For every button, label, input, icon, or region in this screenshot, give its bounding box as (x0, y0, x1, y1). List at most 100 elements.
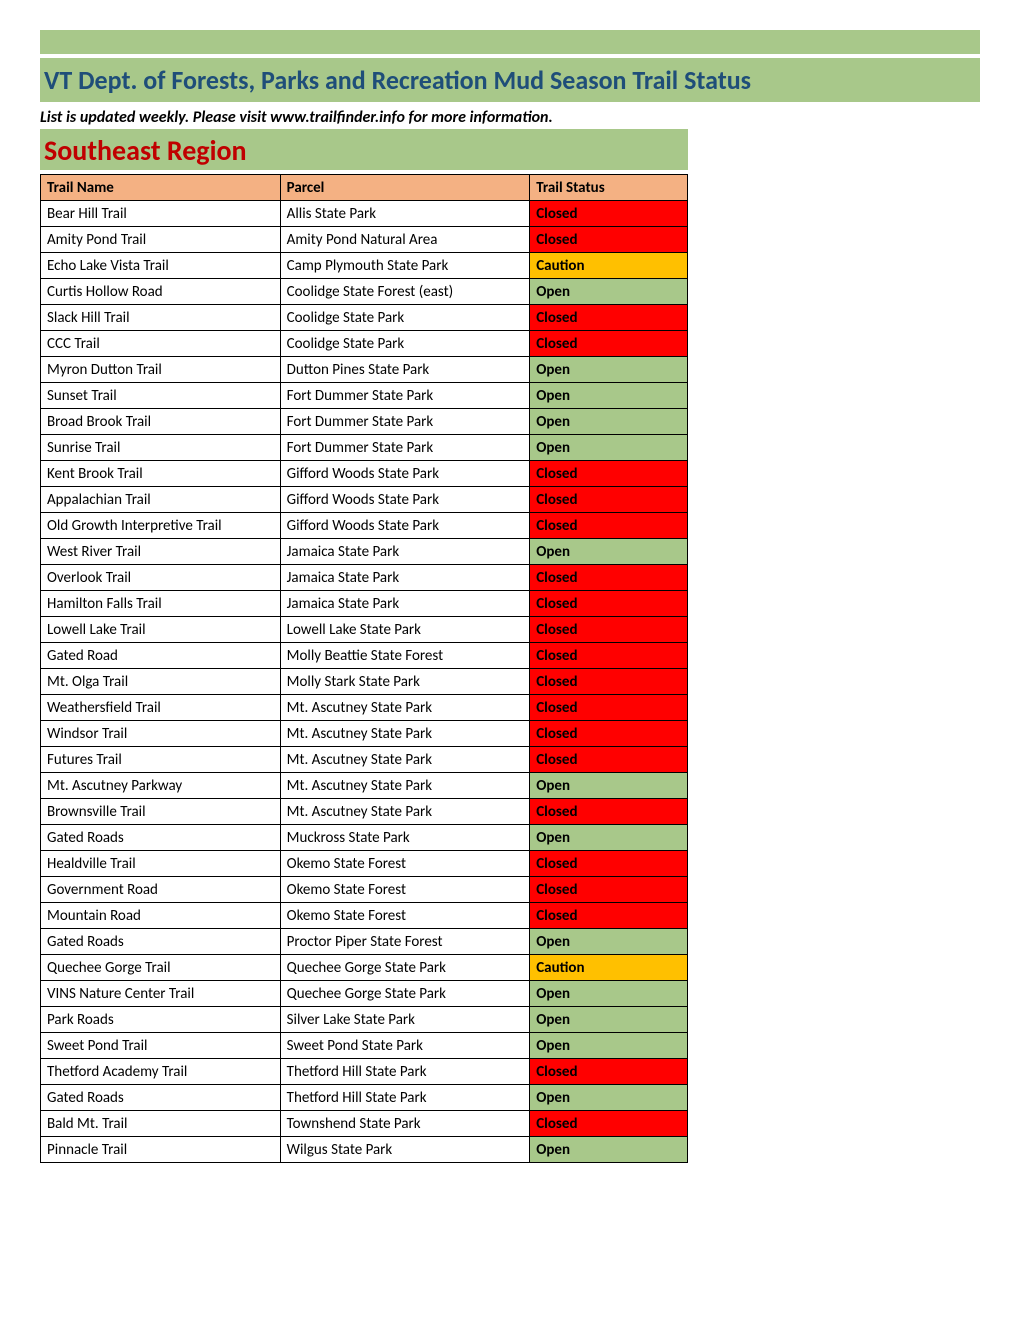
cell-trail: Sweet Pond Trail (41, 1033, 281, 1059)
cell-status: Open (530, 539, 688, 565)
table-row: West River TrailJamaica State ParkOpen (41, 539, 688, 565)
table-row: Overlook TrailJamaica State ParkClosed (41, 565, 688, 591)
page-title: VT Dept. of Forests, Parks and Recreatio… (40, 58, 980, 102)
cell-parcel: Muckross State Park (280, 825, 530, 851)
cell-parcel: Okemo State Forest (280, 903, 530, 929)
cell-trail: Echo Lake Vista Trail (41, 253, 281, 279)
cell-parcel: Allis State Park (280, 201, 530, 227)
table-row: Gated RoadsThetford Hill State ParkOpen (41, 1085, 688, 1111)
cell-trail: Mt. Olga Trail (41, 669, 281, 695)
trail-status-table: Trail Name Parcel Trail Status Bear Hill… (40, 174, 688, 1163)
cell-status: Open (530, 409, 688, 435)
cell-status: Closed (530, 695, 688, 721)
cell-trail: Pinnacle Trail (41, 1137, 281, 1163)
cell-status: Closed (530, 201, 688, 227)
cell-parcel: Fort Dummer State Park (280, 435, 530, 461)
col-header-status: Trail Status (530, 175, 688, 201)
cell-status: Caution (530, 253, 688, 279)
col-header-trail: Trail Name (41, 175, 281, 201)
table-row: Gated RoadMolly Beattie State ForestClos… (41, 643, 688, 669)
cell-status: Closed (530, 565, 688, 591)
cell-trail: Government Road (41, 877, 281, 903)
cell-trail: West River Trail (41, 539, 281, 565)
cell-parcel: Wilgus State Park (280, 1137, 530, 1163)
cell-trail: Quechee Gorge Trail (41, 955, 281, 981)
cell-status: Open (530, 357, 688, 383)
table-body: Bear Hill TrailAllis State ParkClosedAmi… (41, 201, 688, 1163)
cell-status: Closed (530, 305, 688, 331)
cell-trail: Slack Hill Trail (41, 305, 281, 331)
cell-status: Closed (530, 331, 688, 357)
table-row: Sunset TrailFort Dummer State ParkOpen (41, 383, 688, 409)
cell-trail: Gated Roads (41, 929, 281, 955)
cell-parcel: Amity Pond Natural Area (280, 227, 530, 253)
table-row: Government RoadOkemo State ForestClosed (41, 877, 688, 903)
cell-trail: Amity Pond Trail (41, 227, 281, 253)
cell-status: Open (530, 383, 688, 409)
cell-parcel: Mt. Ascutney State Park (280, 773, 530, 799)
cell-parcel: Fort Dummer State Park (280, 383, 530, 409)
cell-status: Closed (530, 1111, 688, 1137)
cell-trail: Myron Dutton Trail (41, 357, 281, 383)
cell-parcel: Jamaica State Park (280, 591, 530, 617)
cell-status: Closed (530, 747, 688, 773)
cell-status: Closed (530, 643, 688, 669)
cell-status: Open (530, 435, 688, 461)
cell-status: Closed (530, 877, 688, 903)
cell-trail: Sunrise Trail (41, 435, 281, 461)
cell-trail: Curtis Hollow Road (41, 279, 281, 305)
cell-status: Open (530, 825, 688, 851)
cell-status: Open (530, 1033, 688, 1059)
cell-status: Closed (530, 799, 688, 825)
cell-parcel: Coolidge State Forest (east) (280, 279, 530, 305)
table-row: Amity Pond TrailAmity Pond Natural AreaC… (41, 227, 688, 253)
cell-trail: VINS Nature Center Trail (41, 981, 281, 1007)
cell-status: Open (530, 1085, 688, 1111)
cell-trail: Overlook Trail (41, 565, 281, 591)
cell-status: Closed (530, 513, 688, 539)
cell-status: Closed (530, 461, 688, 487)
cell-trail: Brownsville Trail (41, 799, 281, 825)
table-row: Myron Dutton TrailDutton Pines State Par… (41, 357, 688, 383)
table-row: Futures TrailMt. Ascutney State ParkClos… (41, 747, 688, 773)
cell-trail: Weathersfield Trail (41, 695, 281, 721)
cell-parcel: Thetford Hill State Park (280, 1059, 530, 1085)
cell-parcel: Dutton Pines State Park (280, 357, 530, 383)
cell-status: Closed (530, 591, 688, 617)
cell-parcel: Gifford Woods State Park (280, 461, 530, 487)
table-row: Echo Lake Vista TrailCamp Plymouth State… (41, 253, 688, 279)
cell-status: Closed (530, 1059, 688, 1085)
table-row: Sunrise TrailFort Dummer State ParkOpen (41, 435, 688, 461)
cell-parcel: Jamaica State Park (280, 539, 530, 565)
col-header-parcel: Parcel (280, 175, 530, 201)
cell-parcel: Proctor Piper State Forest (280, 929, 530, 955)
cell-trail: CCC Trail (41, 331, 281, 357)
cell-parcel: Mt. Ascutney State Park (280, 747, 530, 773)
cell-parcel: Jamaica State Park (280, 565, 530, 591)
cell-status: Closed (530, 851, 688, 877)
table-row: Windsor TrailMt. Ascutney State ParkClos… (41, 721, 688, 747)
cell-parcel: Townshend State Park (280, 1111, 530, 1137)
table-row: Broad Brook TrailFort Dummer State ParkO… (41, 409, 688, 435)
table-row: Sweet Pond TrailSweet Pond State ParkOpe… (41, 1033, 688, 1059)
table-row: Pinnacle TrailWilgus State ParkOpen (41, 1137, 688, 1163)
table-row: Slack Hill TrailCoolidge State ParkClose… (41, 305, 688, 331)
cell-status: Closed (530, 721, 688, 747)
page: VT Dept. of Forests, Parks and Recreatio… (0, 0, 1020, 1193)
table-row: CCC TrailCoolidge State ParkClosed (41, 331, 688, 357)
table-row: Bald Mt. TrailTownshend State ParkClosed (41, 1111, 688, 1137)
cell-trail: Gated Roads (41, 825, 281, 851)
table-row: Old Growth Interpretive TrailGifford Woo… (41, 513, 688, 539)
cell-status: Open (530, 279, 688, 305)
cell-parcel: Quechee Gorge State Park (280, 955, 530, 981)
cell-parcel: Coolidge State Park (280, 331, 530, 357)
cell-trail: Appalachian Trail (41, 487, 281, 513)
cell-trail: Gated Roads (41, 1085, 281, 1111)
table-row: VINS Nature Center TrailQuechee Gorge St… (41, 981, 688, 1007)
cell-parcel: Mt. Ascutney State Park (280, 721, 530, 747)
cell-trail: Old Growth Interpretive Trail (41, 513, 281, 539)
cell-trail: Healdville Trail (41, 851, 281, 877)
cell-trail: Thetford Academy Trail (41, 1059, 281, 1085)
cell-parcel: Okemo State Forest (280, 851, 530, 877)
cell-parcel: Coolidge State Park (280, 305, 530, 331)
